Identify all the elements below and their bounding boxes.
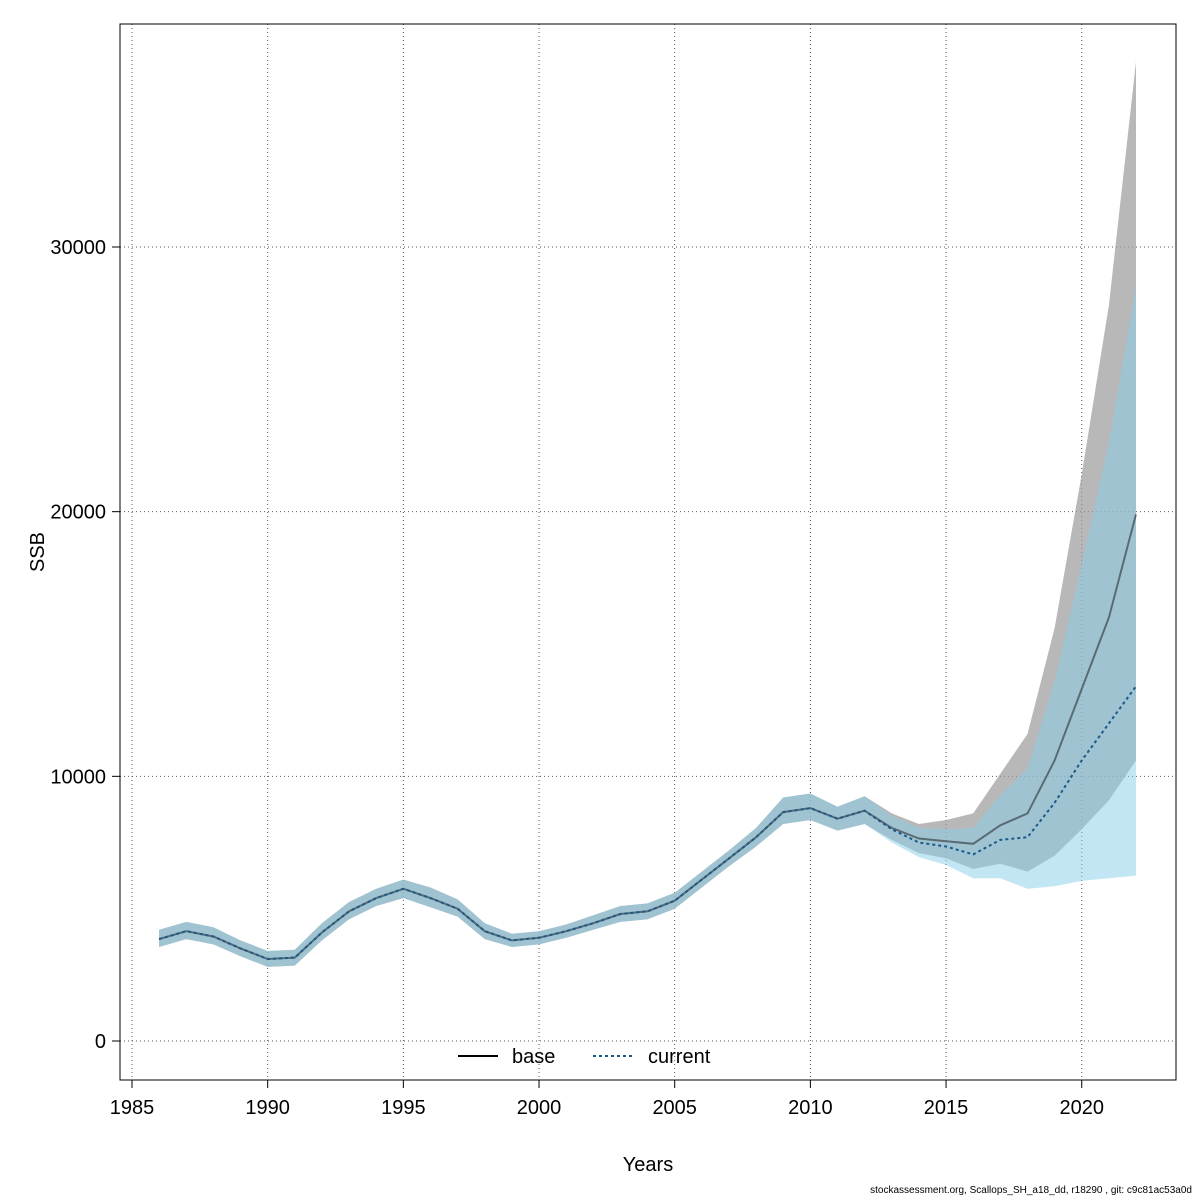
axes: 1985 1990 1995 2000 2005 2010 2015 2020 0 10000 20… bbox=[50, 237, 1104, 1119]
y-tick-label: 10000 bbox=[50, 766, 106, 788]
footer-credit: stockassessment.org, Scallops_SH_a18_dd,… bbox=[870, 1185, 1192, 1196]
x-tick-label: 2005 bbox=[652, 1097, 697, 1119]
x-tick-label: 2015 bbox=[924, 1097, 969, 1119]
series-line-current bbox=[158, 685, 1137, 961]
y-tick-label: 20000 bbox=[50, 502, 106, 524]
legend: base current bbox=[458, 1046, 711, 1068]
x-tick-label: 1995 bbox=[381, 1097, 426, 1119]
legend-label-base: base bbox=[512, 1046, 555, 1068]
x-tick-label: 1990 bbox=[245, 1097, 290, 1119]
x-axis-title: Years bbox=[623, 1154, 673, 1176]
series-line-base bbox=[158, 514, 1137, 961]
y-tick-label: 30000 bbox=[50, 237, 106, 259]
y-axis-title: SSB bbox=[27, 532, 49, 572]
series-lines bbox=[158, 514, 1137, 961]
x-tick-label: 2020 bbox=[1059, 1097, 1104, 1119]
x-tick-label: 1985 bbox=[110, 1097, 155, 1119]
x-tick-label: 2010 bbox=[788, 1097, 833, 1119]
y-tick-label: 0 bbox=[95, 1031, 106, 1053]
legend-label-current: current bbox=[648, 1046, 711, 1068]
x-tick-label: 2000 bbox=[517, 1097, 562, 1119]
